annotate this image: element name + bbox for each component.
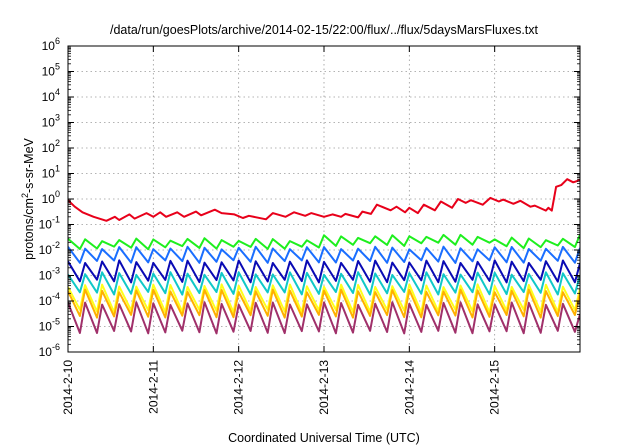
y-tick-label: 10-1 [39, 215, 60, 232]
x-tick-label: 2014-2-14 [402, 360, 416, 415]
x-axis-label: Coordinated Universal Time (UTC) [228, 431, 420, 445]
chart-title: /data/run/goesPlots/archive/2014-02-15/2… [110, 23, 539, 37]
y-tick-label: 100 [42, 189, 60, 206]
series-line-2 [68, 233, 580, 251]
y-tick-label: 106 [42, 36, 60, 53]
y-tick-label: 104 [42, 87, 60, 104]
x-tick-label: 2014-2-11 [146, 360, 160, 414]
series-line-7 [68, 288, 580, 319]
y-tick-label: 10-2 [39, 240, 60, 257]
y-axis-label-rest: -s-sr-MeV [22, 137, 36, 193]
y-axis-label: protons/cm2-s-sr-MeV [20, 137, 36, 259]
y-tick-label: 101 [42, 164, 60, 181]
y-tick-label: 10-4 [39, 291, 60, 308]
data-series [68, 178, 580, 335]
x-tick-label: 2014-2-15 [488, 360, 502, 415]
series-line-1 [68, 178, 580, 222]
x-tick-label: 2014-2-10 [61, 360, 75, 415]
series-line-5 [68, 271, 580, 296]
series-line-4 [68, 259, 580, 284]
y-axis-label-sup: 2 [20, 193, 30, 198]
y-tick-label: 103 [42, 113, 60, 130]
y-tick-label: 102 [42, 138, 60, 155]
x-tick-label: 2014-2-13 [317, 360, 331, 415]
series-line-8 [68, 301, 580, 335]
y-tick-label: 10-6 [39, 342, 60, 359]
axes: 10-6 10-5 10-4 10-3 10-2 10-1 100 101 102 103 104 1… [39, 36, 580, 415]
x-tick-label: 2014-2-12 [232, 360, 246, 415]
y-tick-label: 10-3 [39, 266, 60, 283]
y-axis-label-main: protons/cm [22, 198, 36, 260]
y-tick-label: 10-5 [39, 317, 60, 334]
y-tick-label: 105 [42, 62, 60, 79]
series-line-6 [68, 283, 580, 314]
series-line-3 [68, 245, 580, 264]
